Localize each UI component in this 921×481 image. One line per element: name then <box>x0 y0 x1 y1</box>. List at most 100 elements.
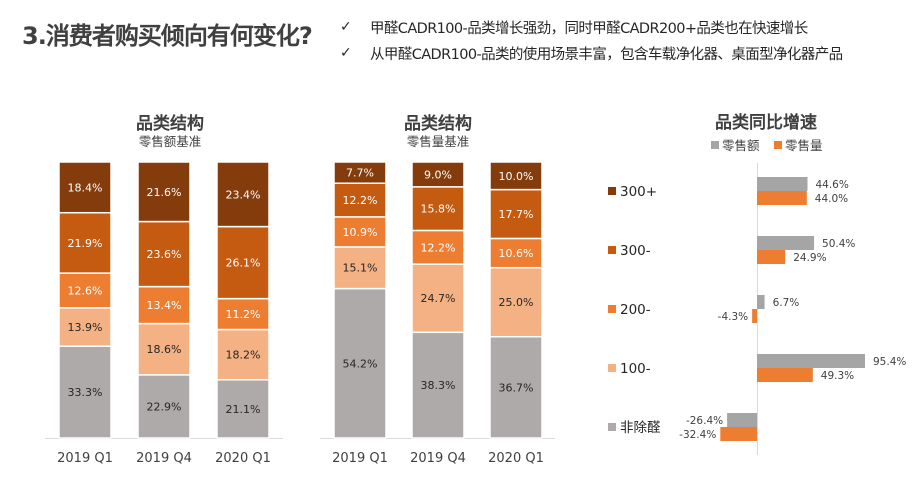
data-label: 9.0% <box>424 168 452 181</box>
page-title: 3.消费者购买倾向有何变化? <box>22 22 313 50</box>
bar-segment-300+ <box>333 161 387 184</box>
data-label: 23.4% <box>226 188 261 201</box>
bar-segment-200- <box>58 272 112 309</box>
data-label: 36.7% <box>499 381 534 394</box>
chart1-subtitle: 零售额基准 <box>139 134 202 149</box>
x-tick-label: 2020 Q1 <box>488 451 544 466</box>
bullet-text: 甲醛CADR100-品类增长强劲，同时甲醛CADR200+品类也在快速增长 <box>370 20 808 37</box>
category-marker-非除醛 <box>608 423 616 431</box>
category-label: 300- <box>620 243 651 259</box>
chart1-plot: 33.3% 13.9% 12.6% 21.9% 18.4% 2019 Q1 22.9% 18.… <box>45 161 283 466</box>
growth-bar-零售额 <box>727 413 757 427</box>
growth-bar-零售额 <box>757 177 808 191</box>
data-label: 13.4% <box>147 299 182 312</box>
growth-bar-零售额 <box>757 354 865 368</box>
bullet-item: ✓ 从甲醛CADR100-品类的使用场景丰富，包含车载净化器、桌面型净化器产品 <box>340 40 843 66</box>
category-label: 300+ <box>620 184 657 200</box>
data-label: 15.8% <box>421 203 456 216</box>
bar-segment-300+ <box>137 161 191 223</box>
data-label: 24.7% <box>421 292 456 305</box>
bar-segment-300- <box>411 186 465 232</box>
bar-segment-100- <box>489 266 543 338</box>
growth-bar-零售量 <box>757 250 786 264</box>
data-label: 21.6% <box>147 186 182 199</box>
bar-segment-300+ <box>411 161 465 188</box>
data-label: 44.6% <box>815 179 848 191</box>
data-label: 25.0% <box>499 296 534 309</box>
bar-segment-300+ <box>58 161 112 214</box>
x-tick-label: 2020 Q1 <box>215 451 271 466</box>
bar-segment-300+ <box>489 161 543 191</box>
data-label: 12.6% <box>68 284 103 297</box>
growth-bar-零售量 <box>720 427 757 441</box>
data-label: 54.2% <box>343 357 378 370</box>
bar-segment-300- <box>489 188 543 240</box>
data-label: 24.9% <box>793 252 826 264</box>
bar-segment-300- <box>333 182 387 218</box>
bar-segment-200- <box>411 229 465 265</box>
bar-segment-300- <box>137 220 191 288</box>
bar-segment-非除醛 <box>333 287 387 439</box>
check-icon: ✓ <box>340 45 352 61</box>
chart1-title: 品类结构 <box>136 113 204 134</box>
data-label: 18.2% <box>226 349 261 362</box>
category-label: 200- <box>620 302 651 318</box>
data-label: 44.0% <box>815 193 848 205</box>
chart3-legend: 零售额 零售量 <box>711 138 823 153</box>
data-label: 17.7% <box>499 208 534 221</box>
bar-segment-非除醛 <box>216 379 270 439</box>
growth-bar-零售额 <box>757 236 815 250</box>
legend-swatch <box>774 141 782 149</box>
bar-segment-200- <box>333 216 387 248</box>
bar-segment-100- <box>411 263 465 334</box>
chart3-title: 品类同比增速 <box>715 112 817 133</box>
legend-label: 零售量 <box>785 138 823 153</box>
data-label: 10.0% <box>499 170 534 183</box>
data-label: 10.9% <box>343 226 378 239</box>
bullet-item: ✓ 甲醛CADR100-品类增长强劲，同时甲醛CADR200+品类也在快速增长 <box>340 14 843 40</box>
data-label: 15.1% <box>343 262 378 275</box>
growth-bar-零售量 <box>757 368 813 382</box>
data-label: 21.9% <box>68 237 103 250</box>
chart2-plot: 54.2% 15.1% 10.9% 12.2% 7.7% 2019 Q1 38.3% 24.7… <box>320 161 555 466</box>
data-label: 7.7% <box>346 167 374 180</box>
data-label: 21.1% <box>226 403 261 416</box>
bullet-list: ✓ 甲醛CADR100-品类增长强劲，同时甲醛CADR200+品类也在快速增长 … <box>340 14 843 66</box>
chart2-subtitle: 零售量基准 <box>407 134 470 149</box>
data-label: 12.2% <box>421 241 456 254</box>
growth-bar-零售额 <box>757 295 765 309</box>
bar-segment-100- <box>58 307 112 347</box>
legend-label: 零售额 <box>722 138 760 153</box>
bar-segment-200- <box>137 285 191 325</box>
bullet-text: 从甲醛CADR100-品类的使用场景丰富，包含车载净化器、桌面型净化器产品 <box>370 46 843 63</box>
category-label: 非除醛 <box>620 420 661 436</box>
x-tick-label: 2019 Q1 <box>57 451 113 466</box>
bar-segment-非除醛 <box>489 335 543 439</box>
data-label: 10.6% <box>499 247 534 260</box>
check-icon: ✓ <box>340 19 352 35</box>
data-label: -32.4% <box>679 429 716 441</box>
legend-swatch <box>711 141 719 149</box>
x-tick-label: 2019 Q4 <box>410 451 466 466</box>
data-label: 23.6% <box>147 248 182 261</box>
data-label: 38.3% <box>421 379 456 392</box>
chart2-title: 品类结构 <box>404 113 472 134</box>
category-marker-100- <box>608 364 616 372</box>
data-label: 18.4% <box>68 181 103 194</box>
data-label: 18.6% <box>147 343 182 356</box>
bar-segment-300+ <box>216 161 270 228</box>
data-label: 50.4% <box>822 238 855 250</box>
data-label: 33.3% <box>68 386 103 399</box>
chart3-plot: 300+ 44.6% 44.0% 300- 50.4% 24.9% 200- 6.7% -4.3… <box>608 163 906 455</box>
growth-bar-零售量 <box>752 309 757 323</box>
bar-segment-非除醛 <box>58 345 112 439</box>
x-tick-label: 2019 Q4 <box>136 451 192 466</box>
data-label: -4.3% <box>718 311 748 323</box>
data-label: 11.2% <box>226 308 261 321</box>
data-label: 22.9% <box>147 400 182 413</box>
category-label: 100- <box>620 361 651 377</box>
bar-segment-100- <box>216 328 270 381</box>
data-label: 6.7% <box>773 297 800 309</box>
growth-bar-零售量 <box>757 191 807 205</box>
